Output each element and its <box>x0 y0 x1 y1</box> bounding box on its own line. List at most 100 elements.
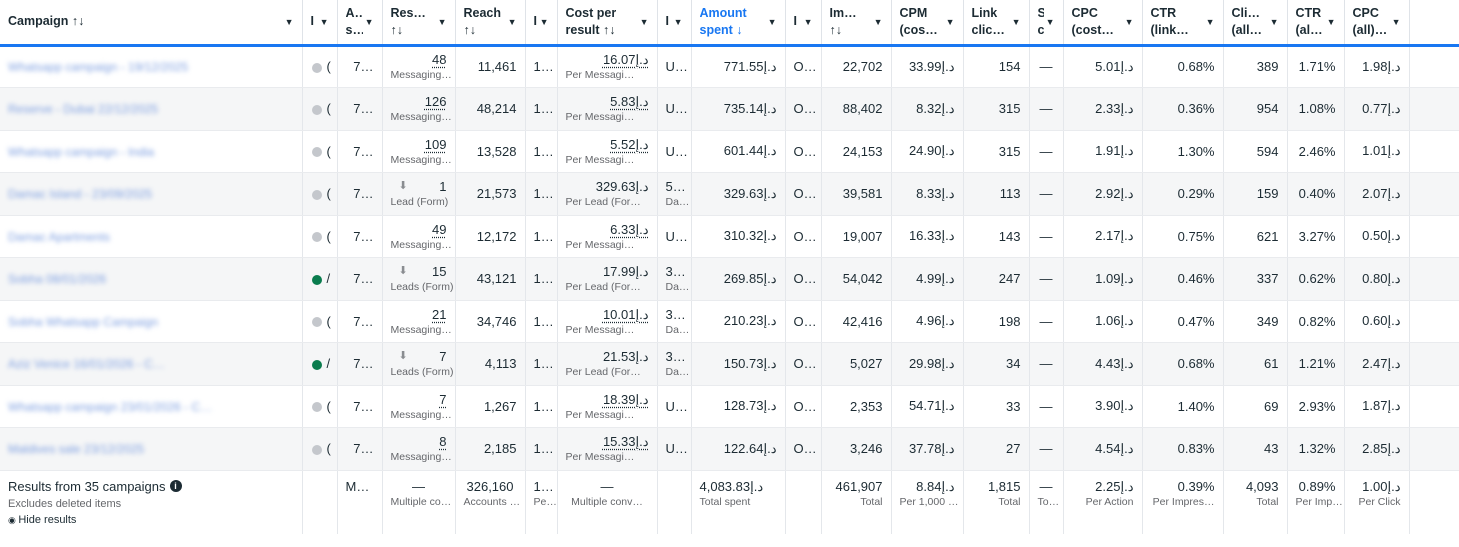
cost-per-result-cell-value[interactable]: 5.52د.إ <box>610 136 649 152</box>
chevron-down-icon[interactable]: ▼ <box>1124 16 1134 27</box>
link-clicks-cell: 198 <box>963 300 1030 343</box>
column-header-ends[interactable]: I ▼ <box>657 0 692 47</box>
column-header-attribution[interactable]: A…s…▼ <box>337 0 383 47</box>
chevron-down-icon[interactable]: ▼ <box>639 16 649 27</box>
table-row[interactable]: Damac Island - 23/09/2025 (7… ⬇ 1 Lead (Form… <box>0 172 1459 216</box>
cost-per-result-cell-value[interactable]: 5.83د.إ <box>610 94 649 110</box>
campaign-name-link[interactable]: Aziz Venice 16/01/2026 - C… <box>8 357 165 372</box>
campaign-name-link[interactable]: Whatsapp campaign - India <box>8 144 155 159</box>
column-header-cpc-all[interactable]: CPC (all)… ▼ <box>1344 0 1410 47</box>
column-header-ctr-all[interactable]: CTR (all… ▼ <box>1287 0 1345 47</box>
cost-per-result-cell-sub: Per Messagi… <box>565 153 635 166</box>
column-header-spend-cap[interactable]: Sc▼ <box>1029 0 1064 47</box>
chevron-down-icon[interactable]: ▼ <box>1269 16 1279 27</box>
column-header-bid[interactable]: I ▼ <box>785 0 822 47</box>
campaign-name-cell[interactable]: Reserve - Dubai 22/12/2025 <box>0 87 303 131</box>
cpc-cell: 1.06د.إ <box>1063 300 1143 343</box>
column-header-amount-spent[interactable]: Amount spent ↓ ▼ <box>691 0 786 47</box>
column-header-label: A…s… <box>345 5 363 37</box>
chevron-down-icon[interactable]: ▼ <box>673 16 683 27</box>
cost-per-result-cell-value[interactable]: 16.07د.إ <box>602 52 649 68</box>
column-header-impressions[interactable]: Im… ↑↓ ▼ <box>821 0 892 47</box>
column-header-link-clicks[interactable]: Link clic… ▼ <box>963 0 1030 47</box>
delivery-cell: / <box>302 342 338 386</box>
row-spacer <box>1409 427 1459 471</box>
table-row[interactable]: Sobha 08/01/2026 / 7… ⬇ 15 Leads (Form) 43,121… <box>0 257 1459 301</box>
bid-cell: O… <box>785 215 822 258</box>
results-cell-value[interactable]: 49 <box>432 221 447 237</box>
campaign-name-link[interactable]: Whatsapp campaign 23/01/2026 - C… <box>8 399 213 414</box>
chevron-down-icon[interactable]: ▼ <box>539 16 549 27</box>
column-header-results[interactable]: Res… ↑↓ ▼ <box>382 0 456 47</box>
chevron-down-icon[interactable]: ▼ <box>873 16 883 27</box>
results-cell-value[interactable]: 8 <box>439 434 447 450</box>
table-row[interactable]: Sobha Whatsapp Campaign(7… 21 Messaging… 34… <box>0 300 1459 343</box>
column-header-ctr-link[interactable]: CTR (link… ▼ <box>1142 0 1224 47</box>
results-cell-value[interactable]: 109 <box>424 136 447 152</box>
delivery-cell: ( <box>302 130 338 173</box>
table-row[interactable]: Whatsapp campaign - India(7… 109 Messaging… <box>0 130 1459 173</box>
campaign-name-link[interactable]: Whatsapp campaign - 19/12/2025 <box>8 60 189 75</box>
campaign-name-cell[interactable]: Damac Apartments <box>0 215 303 258</box>
campaign-name-link[interactable]: Damac Apartments <box>8 229 111 244</box>
campaign-name-link[interactable]: Maldives sale 23/12/2025 <box>8 442 145 457</box>
campaign-name-cell[interactable]: Aziz Venice 16/01/2026 - C… <box>0 342 303 386</box>
chevron-down-icon[interactable]: ▼ <box>803 16 813 27</box>
column-header-cpm[interactable]: CPM (cos… ▼ <box>891 0 964 47</box>
results-cell-sub: Leads (Form) <box>390 366 454 379</box>
chevron-down-icon[interactable]: ▼ <box>364 16 374 27</box>
chevron-down-icon[interactable]: ▼ <box>945 16 955 27</box>
campaign-name-cell[interactable]: Sobha 08/01/2026 <box>0 257 303 301</box>
column-header-delivery[interactable]: I ▼ <box>302 0 338 47</box>
campaign-name-cell[interactable]: Whatsapp campaign - India <box>0 130 303 173</box>
cost-per-result-cell-value[interactable]: 10.01د.إ <box>602 306 649 322</box>
campaign-name-cell[interactable]: Whatsapp campaign 23/01/2026 - C… <box>0 385 303 428</box>
campaign-name-link[interactable]: Sobha Whatsapp Campaign <box>8 314 159 329</box>
info-icon[interactable]: i <box>169 480 182 492</box>
campaign-name-cell[interactable]: Maldives sale 23/12/2025 <box>0 427 303 471</box>
column-header-cost-per-result[interactable]: Cost per result ↑↓ ▼ <box>557 0 658 47</box>
chevron-down-icon[interactable]: ▼ <box>1045 16 1055 27</box>
cost-per-result-cell-value[interactable]: 6.33د.إ <box>610 221 649 237</box>
chevron-down-icon[interactable]: ▼ <box>767 16 777 27</box>
campaign-name-link[interactable]: Damac Island - 23/09/2025 <box>8 187 153 202</box>
results-cell-value[interactable]: 126 <box>424 94 447 110</box>
chevron-down-icon[interactable]: ▼ <box>437 16 447 27</box>
column-header-cpc[interactable]: CPC (cost… ▼ <box>1063 0 1143 47</box>
campaign-name-cell[interactable]: Sobha Whatsapp Campaign <box>0 300 303 343</box>
results-cell-value[interactable]: 48 <box>432 52 447 68</box>
campaign-name-link[interactable]: Sobha 08/01/2026 <box>8 272 107 287</box>
chevron-down-icon[interactable]: ▼ <box>1326 16 1336 27</box>
cost-per-result-cell-value[interactable]: 18.39د.إ <box>602 391 649 407</box>
delivery-status-dot <box>311 317 322 328</box>
attribution-cell: 7… <box>337 385 383 428</box>
column-header-campaign[interactable]: Campaign ↑↓ ▼ <box>0 0 303 47</box>
column-header-frequency[interactable]: I ▼ <box>525 0 558 47</box>
chevron-down-icon[interactable]: ▼ <box>284 16 294 27</box>
table-row[interactable]: Whatsapp campaign 23/01/2026 - C…(7… 7 Mes… <box>0 385 1459 428</box>
table-row[interactable]: Whatsapp campaign - 19/12/2025(7… 48 Messa… <box>0 45 1459 88</box>
table-row[interactable]: Maldives sale 23/12/2025(7… 8 Messaging… 2,… <box>0 427 1459 471</box>
campaign-name-link[interactable]: Reserve - Dubai 22/12/2025 <box>8 102 159 117</box>
chevron-down-icon[interactable]: ▼ <box>507 16 517 27</box>
campaign-name-cell[interactable]: Whatsapp campaign - 19/12/2025 <box>0 45 303 88</box>
results-cell-value[interactable]: 7 <box>439 391 447 407</box>
results-cell-value[interactable]: 21 <box>432 306 447 322</box>
chevron-down-icon[interactable]: ▼ <box>1205 16 1215 27</box>
table-row[interactable]: Damac Apartments(7… 49 Messaging… 12,172 1… 6… <box>0 215 1459 258</box>
column-header-label: CTR (all… <box>1295 5 1325 37</box>
chevron-down-icon[interactable]: ▼ <box>319 16 329 27</box>
table-row[interactable]: Aziz Venice 16/01/2026 - C… / 7… ⬇ 7 Leads (F… <box>0 342 1459 386</box>
cost-per-result-cell-value: 21.53د.إ <box>602 349 649 365</box>
delivery-cell: ( <box>302 385 338 428</box>
ctr-all-cell: 1.32% <box>1287 427 1345 471</box>
impressions-cell: 5,027 <box>821 342 892 386</box>
hide-results-link[interactable]: ◉ Hide results <box>8 513 77 526</box>
chevron-down-icon[interactable]: ▼ <box>1011 16 1021 27</box>
cost-per-result-cell-value[interactable]: 15.33د.إ <box>602 434 649 450</box>
chevron-down-icon[interactable]: ▼ <box>1391 16 1401 27</box>
table-row[interactable]: Reserve - Dubai 22/12/2025(7… 126 Messagin… <box>0 87 1459 131</box>
column-header-reach[interactable]: Reach ↑↓ ▼ <box>455 0 526 47</box>
campaign-name-cell[interactable]: Damac Island - 23/09/2025 <box>0 172 303 216</box>
column-header-clicks-all[interactable]: Cli… (all… ▼ <box>1223 0 1288 47</box>
